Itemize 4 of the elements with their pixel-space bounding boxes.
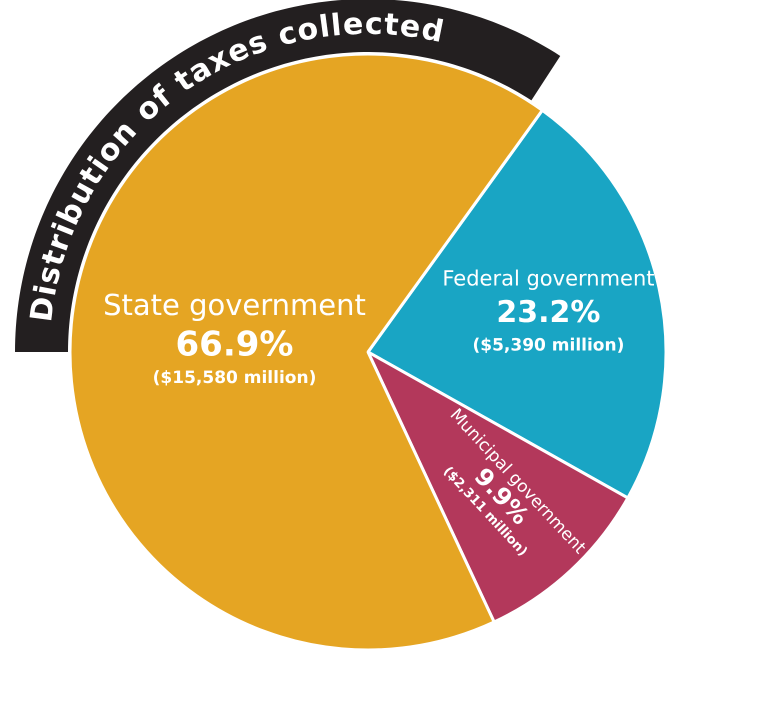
slice-label: State government [103,288,366,322]
data-label: 66.9% ($15,580 million) [152,324,316,388]
slice-label: Federal government [442,266,654,291]
data-label: 23.2% ($5,390 million) [472,294,624,356]
